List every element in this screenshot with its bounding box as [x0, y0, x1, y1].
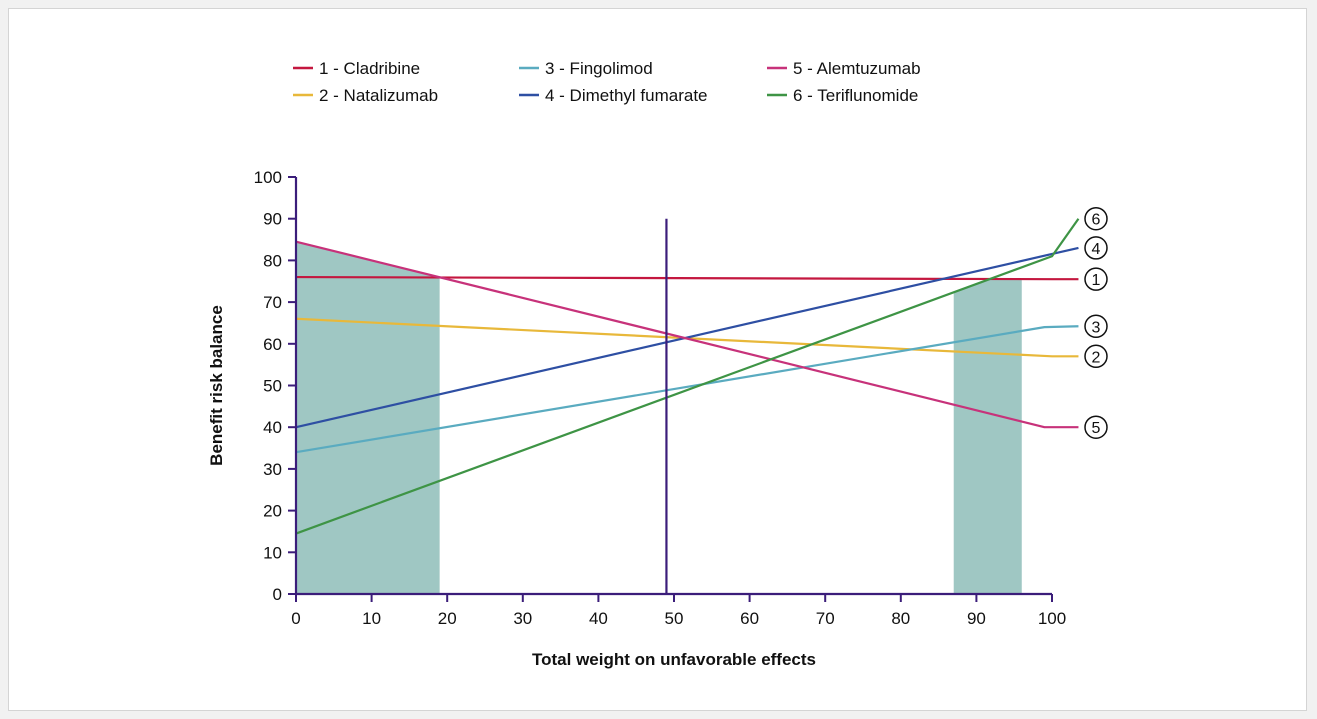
y-tick-label: 30 — [263, 460, 282, 479]
legend-label-6: 6 - Teriflunomide — [793, 86, 918, 105]
chart-frame: 0 10 20 30 40 50 60 70 80 90 100 0 10 20 30 40 50 60 70 80 9… — [8, 8, 1307, 711]
x-axis-title: Total weight on unfavorable effects — [532, 650, 816, 669]
y-tick-label: 10 — [263, 543, 282, 562]
series-marker-circle-2 — [1084, 344, 1108, 369]
x-tick-label: 70 — [816, 609, 835, 628]
series-line-6 — [295, 218, 1080, 535]
legend-label-2: 2 - Natalizumab — [319, 86, 438, 105]
series-marker-circle-6 — [1084, 206, 1108, 231]
series-marker-label-1: 1 — [1092, 272, 1101, 289]
x-tick-label: 20 — [438, 609, 457, 628]
x-tick-label: 0 — [291, 609, 300, 628]
x-tick-label: 80 — [891, 609, 910, 628]
legend-label-3: 3 - Fingolimod — [545, 59, 653, 78]
shaded-region-1 — [296, 241, 440, 594]
series-marker-circle-5 — [1084, 415, 1108, 439]
x-tick-label: 10 — [362, 609, 381, 628]
series-marker-label-2: 2 — [1092, 349, 1101, 366]
y-tick-label: 0 — [273, 585, 282, 604]
shaded-region-2 — [953, 278, 1022, 594]
x-tick-label: 30 — [513, 609, 532, 628]
series-line-5 — [295, 240, 1079, 429]
y-tick-label: 90 — [263, 210, 282, 229]
series-line-3 — [295, 325, 1079, 454]
legend-label-5: 5 - Alemtuzumab — [793, 59, 921, 78]
series-marker-label-4: 4 — [1092, 241, 1101, 258]
series-marker-circle-1 — [1084, 267, 1108, 291]
y-tick-label: 80 — [263, 251, 282, 270]
y-tick-label: 70 — [263, 293, 282, 312]
x-tick-label: 60 — [740, 609, 759, 628]
series-marker-label-3: 3 — [1092, 319, 1101, 336]
y-tick-label: 60 — [263, 335, 282, 354]
y-tick-label: 50 — [263, 377, 282, 396]
legend-label-1: 1 - Cladribine — [319, 59, 420, 78]
x-tick-label: 100 — [1038, 609, 1066, 628]
y-tick-label: 40 — [263, 418, 282, 437]
y-tick-label: 100 — [254, 168, 282, 187]
series-marker-circle-4 — [1084, 236, 1108, 260]
series-marker-circle-3 — [1084, 314, 1108, 339]
series-line-1 — [295, 275, 1079, 281]
y-axis-title: Benefit risk balance — [207, 305, 226, 466]
legend-label-4: 4 - Dimethyl fumarate — [545, 86, 708, 105]
x-tick-label: 90 — [967, 609, 986, 628]
x-tick-label: 50 — [665, 609, 684, 628]
y-tick-label: 20 — [263, 502, 282, 521]
chart-svg: 0 10 20 30 40 50 60 70 80 90 100 0 10 20 30 40 50 60 70 80 9… — [207, 59, 1108, 669]
series-marker-label-5: 5 — [1092, 420, 1101, 437]
series-marker-label-6: 6 — [1092, 212, 1101, 229]
series-line-2 — [295, 317, 1079, 358]
x-tick-label: 40 — [589, 609, 608, 628]
